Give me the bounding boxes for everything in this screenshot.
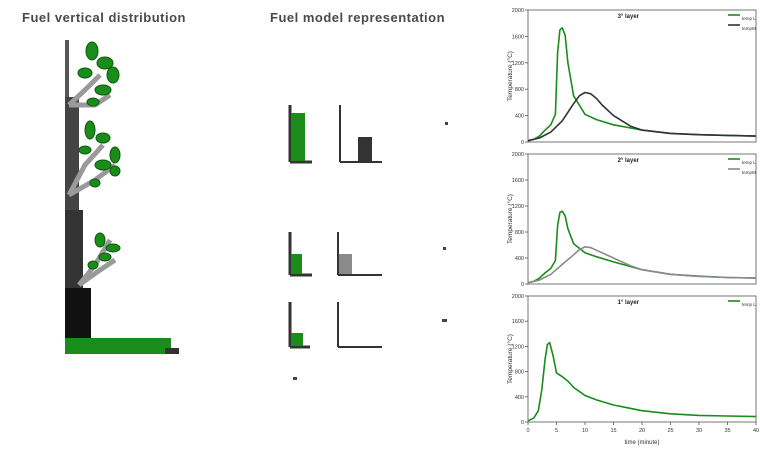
fuel-distribution-heading: Fuel vertical distribution (22, 10, 186, 25)
chart-0-ytick-label: 2000 (512, 8, 524, 14)
chart-0-ytick-label: 1200 (512, 61, 524, 67)
chart-1-ytick-label: 400 (515, 256, 524, 262)
chart-1-legend-label-1: tempM (742, 170, 756, 175)
chart-1-ytick-label: 1600 (512, 178, 524, 184)
chart-1-ytick-label: 2000 (512, 152, 524, 158)
leaves (77, 41, 121, 270)
chart-1-title: 2° layer (618, 158, 640, 164)
chart-0-ytick-label: 400 (515, 114, 524, 120)
chart-0-ytick-label: 800 (515, 87, 524, 93)
fuel-model-heading: Fuel model representation (270, 10, 446, 25)
chart-2-xtick-label: 40 (753, 428, 759, 434)
chart-0-legend-label-0: temp L (742, 16, 756, 21)
chart-1-ytick-label: 0 (521, 282, 524, 288)
trunk-segment-2 (65, 210, 83, 290)
chart-2-xtick-label: 35 (724, 428, 730, 434)
chart-2-ytick-label: 0 (521, 420, 524, 426)
chart-1-ylabel: Temperature (°C) (506, 194, 514, 244)
chart-2-xtick-label: 0 (526, 428, 529, 434)
chart-0-series-line-1 (527, 91, 757, 142)
tree-illustration (65, 40, 179, 354)
chart-3rd-layer: 0 400 800 1200 1600 2000 Temperature (°C) 3° la… (506, 8, 757, 146)
chart-2-ytick-label: 400 (515, 395, 524, 401)
ground-fuel-shadow (165, 348, 179, 354)
chart-2-xtick-label: 15 (610, 428, 616, 434)
chart-1-ytick-label: 800 (515, 230, 524, 236)
chart-2-plot-frame (527, 295, 757, 423)
chart-1-series-line-1 (527, 246, 757, 284)
chart-0-ytick-label: 0 (521, 140, 524, 146)
ground-fuel-layer (65, 338, 171, 354)
chart-2nd-layer: 0 400 800 1200 1600 2000 Temperature (°C) 2° la… (506, 152, 757, 288)
chart-1-ytick-label: 1200 (512, 204, 524, 210)
chart-0-legend-label-1: tempM (742, 26, 756, 31)
chart-2-xtick-label: 25 (667, 428, 673, 434)
chart-2-xlabel: time (minute) (624, 440, 659, 446)
chart-2-xtick-label: 5 (555, 428, 558, 434)
chart-1-plot-frame (527, 153, 757, 285)
chart-1st-layer: 0 400 800 1200 1600 2000 0 5 10 15 20 25 30 35 40 Tempe… (506, 294, 759, 446)
chart-2-ytick-label: 2000 (512, 294, 524, 300)
chart-0-series-line-0 (527, 27, 757, 142)
trunk-segment-1 (65, 288, 91, 340)
chart-2-ytick-label: 1200 (512, 344, 524, 350)
chart-2-ylabel: Temperature (°C) (506, 334, 514, 384)
chart-0-ytick-label: 1600 (512, 34, 524, 40)
fuel-model-diagram (288, 105, 448, 380)
chart-0-plot-frame (527, 9, 757, 143)
chart-1-series-line-0 (527, 210, 757, 284)
chart-2-ytick-label: 800 (515, 370, 524, 376)
chart-2-xtick-label: 30 (696, 428, 702, 434)
chart-2-title: 1° layer (618, 300, 640, 306)
model-row-1 (288, 302, 447, 380)
chart-2-series-line-0 (527, 341, 757, 422)
model-row-2 (288, 232, 446, 277)
model-row-3 (288, 105, 448, 164)
chart-0-ylabel: Temperature (°C) (506, 51, 514, 101)
chart-2-ytick-label: 1600 (512, 319, 524, 325)
chart-2-xtick-label: 20 (639, 428, 645, 434)
chart-2-legend-label-0: temp L (742, 302, 756, 307)
chart-0-title: 3° layer (618, 14, 640, 20)
chart-1-legend-label-0: temp L (742, 160, 756, 165)
trunk-segment-3 (65, 97, 79, 215)
trunk-upper (65, 40, 69, 100)
chart-2-xtick-label: 10 (582, 428, 588, 434)
